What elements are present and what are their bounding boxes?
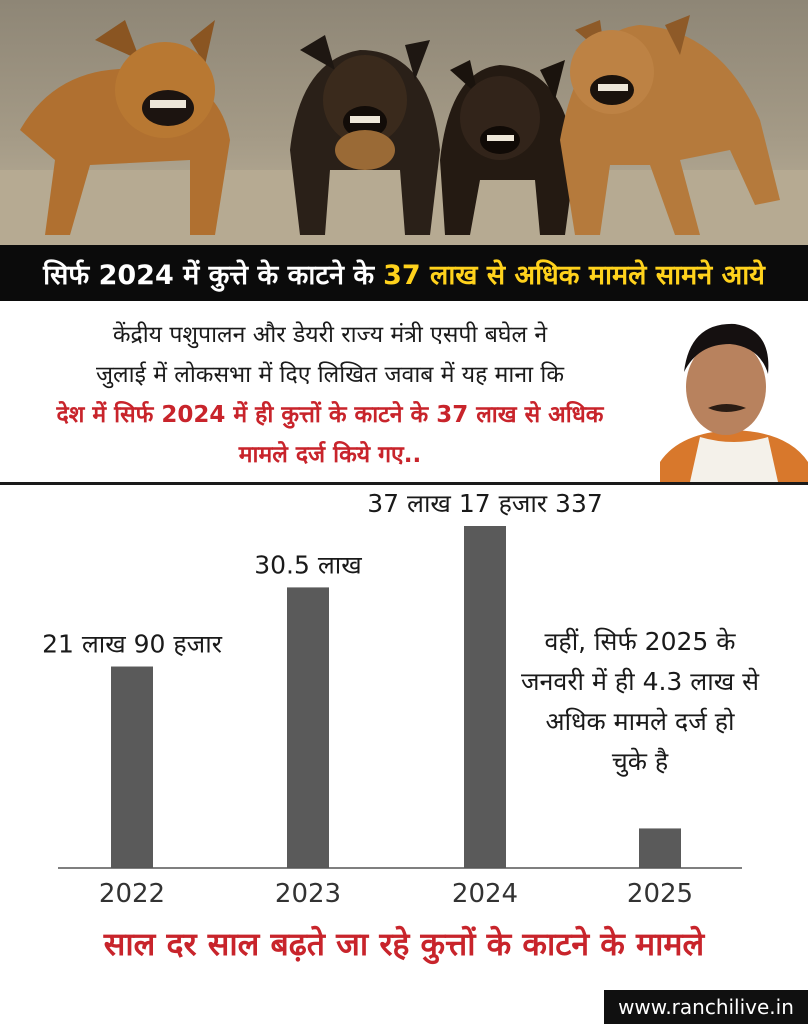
note-line-4: चुके है bbox=[611, 747, 669, 776]
quote-line-4: मामले दर्ज किये गए.. bbox=[238, 442, 422, 468]
dog-2 bbox=[290, 35, 440, 235]
x-tick-labels-group: 2022 2023 2024 2025 bbox=[99, 879, 693, 909]
dog-1 bbox=[20, 20, 230, 235]
data-label-2022: 21 लाख 90 हजार bbox=[42, 630, 223, 659]
headline-band: सिर्फ 2024 में कुत्ते के काटने के 37 लाख… bbox=[0, 245, 808, 301]
chart-title: साल दर साल बढ़ते जा रहे कुत्तों के काटने… bbox=[103, 925, 705, 963]
dogs-illustration bbox=[0, 15, 808, 245]
tick-label-2023: 2023 bbox=[275, 879, 341, 909]
tick-label-2024: 2024 bbox=[452, 879, 518, 909]
quote-line-3: देश में सिर्फ 2024 में ही कुत्तों के काट… bbox=[56, 402, 604, 428]
minister-portrait bbox=[660, 312, 808, 482]
bar-2022 bbox=[111, 666, 153, 868]
bar-2023 bbox=[287, 587, 329, 868]
note-line-2: जनवरी में ही 4.3 लाख से bbox=[521, 667, 759, 696]
bar-2025 bbox=[639, 828, 681, 868]
quote-line-1: केंद्रीय पशुपालन और डेयरी राज्य मंत्री ए… bbox=[112, 322, 548, 348]
tick-label-2025: 2025 bbox=[627, 879, 693, 909]
tick-label-2022: 2022 bbox=[99, 879, 165, 909]
headline-yellow-text: 37 लाख से अधिक मामले सामने आये bbox=[383, 259, 765, 291]
dog-3 bbox=[440, 60, 575, 235]
annotation-note: वहीं, सिर्फ 2025 के जनवरी में ही 4.3 लाख… bbox=[510, 622, 770, 782]
quote-text: केंद्रीय पशुपालन और डेयरी राज्य मंत्री ए… bbox=[10, 315, 650, 475]
section-divider bbox=[0, 482, 808, 485]
bar-2024 bbox=[464, 526, 506, 868]
dog-4 bbox=[560, 15, 780, 235]
data-label-2024: 37 लाख 17 हजार 337 bbox=[367, 489, 603, 518]
website-url: www.ranchilive.in bbox=[604, 990, 808, 1024]
dogs-photo bbox=[0, 0, 808, 245]
quote-line-2: जुलाई में लोकसभा में दिए लिखित जवाब में … bbox=[95, 362, 565, 388]
data-label-2023: 30.5 लाख bbox=[254, 550, 362, 579]
headline-white-text: सिर्फ 2024 में कुत्ते के काटने के bbox=[43, 259, 375, 291]
note-line-3: अधिक मामले दर्ज हो bbox=[545, 707, 735, 736]
note-line-1: वहीं, सिर्फ 2025 के bbox=[544, 627, 736, 656]
portrait-illustration bbox=[660, 312, 808, 482]
